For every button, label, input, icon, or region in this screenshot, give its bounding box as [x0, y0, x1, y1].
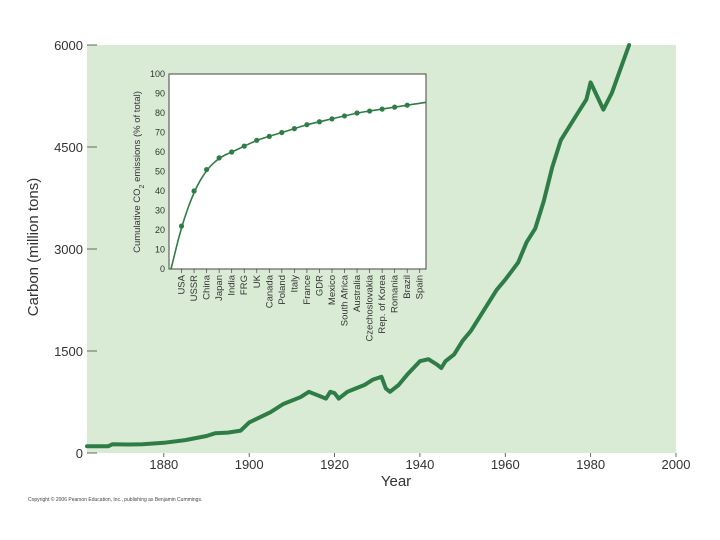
inset-markers: [178, 102, 410, 229]
inset-category-label: Japan: [214, 275, 225, 301]
inset-y-tick-label: 80: [155, 108, 165, 118]
inset-category-label: Australia: [352, 274, 363, 312]
inset-category-label: Canada: [264, 274, 275, 308]
inset-y-tick-label: 100: [150, 69, 165, 79]
inset-data-point: [291, 126, 297, 132]
inset-data-point: [304, 122, 310, 128]
inset-y-tick-label: 40: [155, 186, 165, 196]
inset-data-point: [354, 110, 360, 116]
x-tick-label: 2000: [662, 457, 691, 472]
y-axis-label: Carbon (million tons): [25, 178, 42, 316]
inset-data-point: [254, 137, 260, 143]
inset-category-label: France: [302, 275, 313, 305]
inset-y-tick-label: 70: [155, 128, 165, 138]
inset-data-point: [379, 106, 385, 112]
inset-y-tick-label: 90: [155, 89, 165, 99]
inset-data-point: [191, 188, 197, 194]
inset-y-tick-label: 60: [155, 147, 165, 157]
x-tick-label: 1960: [491, 457, 520, 472]
inset-category-label: USSR: [189, 275, 200, 302]
x-tick-label: 1980: [576, 457, 605, 472]
inset-data-point: [341, 113, 348, 119]
inset-data-point: [279, 129, 285, 136]
y-tick-label: 0: [76, 446, 83, 461]
inset-y-tick-label: 20: [155, 225, 165, 235]
x-tick-label: 1940: [405, 457, 434, 472]
inset-data-point: [392, 104, 398, 110]
y-tick-label: 4500: [54, 140, 83, 155]
inset-category-label: Rep. of Korea: [377, 274, 388, 333]
copyright-notice: Copyright © 2006 Pearson Education, Inc.…: [28, 497, 203, 503]
inset-data-point: [204, 166, 210, 173]
inset-data-point: [366, 108, 373, 114]
inset-category-label: China: [202, 274, 213, 300]
inset-category-label: India: [227, 274, 238, 295]
x-tick-label: 1920: [320, 457, 349, 472]
inset-category-label: Poland: [277, 275, 288, 305]
inset-category-label: USA: [177, 274, 188, 294]
y-tick-labels: 0 1500 3000 4500 6000: [54, 38, 83, 461]
inset-y-axis-label: Cumulative CO2 emissions (% of total): [132, 91, 146, 253]
inset-data-point: [404, 102, 410, 108]
inset-category-label: Brazil: [402, 275, 413, 299]
inset-category-label: GDR: [314, 275, 325, 296]
inset-category-label: Czechoslovakia: [365, 274, 376, 341]
inset-plot-area: [168, 73, 427, 270]
inset-y-tick-labels: 0 10 20 30 40 50 60 70 80 90 100: [150, 69, 165, 274]
inset-axes: [181, 269, 421, 273]
inset-y-tick-label: 0: [160, 264, 165, 274]
inset-data-point: [178, 223, 185, 229]
inset-data-point: [216, 155, 222, 161]
inset-data-point: [266, 133, 272, 139]
x-axis-label: Year: [381, 473, 411, 490]
x-tick-label: 1880: [149, 457, 178, 472]
inset-data-point: [241, 143, 247, 149]
inset-category-label: Romania: [390, 274, 401, 313]
series-line-global-emissions: [85, 43, 632, 449]
main-axes: [87, 44, 677, 457]
inset-category-label: Italy: [289, 275, 300, 293]
x-tick-labels: 1880 1900 1920 1940 1960 1980 2000: [149, 457, 690, 472]
y-tick-label: 3000: [54, 242, 83, 257]
inset-data-point: [229, 149, 235, 155]
inset-category-label: Spain: [415, 275, 426, 299]
inset-category-labels: USA USSR China Japan India FRG UK Canada Poland I…: [177, 274, 426, 341]
inset-y-tick-label: 50: [155, 167, 165, 177]
inset-data-point: [316, 119, 323, 125]
y-tick-label: 6000: [54, 38, 83, 53]
inset-category-label: Mexico: [327, 275, 338, 305]
inset-y-tick-label: 30: [155, 206, 165, 216]
inset-data-point: [329, 116, 335, 122]
inset-category-label: UK: [252, 274, 263, 288]
inset-category-label: FRG: [239, 275, 250, 295]
y-tick-label: 1500: [54, 344, 83, 359]
inset-category-label: South Africa: [340, 274, 351, 326]
inset-y-tick-label: 10: [155, 245, 165, 255]
x-tick-label: 1900: [235, 457, 264, 472]
